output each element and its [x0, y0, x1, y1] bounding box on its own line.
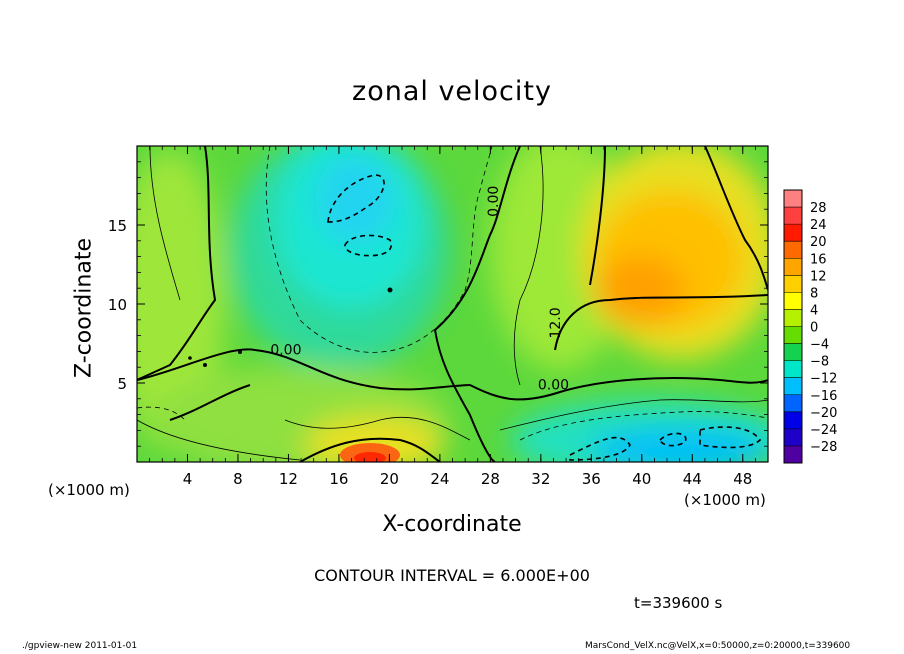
y-tick-label: 5 — [117, 375, 127, 393]
contour-positive — [299, 437, 441, 462]
contour-negative-closed — [344, 234, 392, 257]
chart-title: zonal velocity — [352, 76, 552, 107]
colorbar-segment — [784, 343, 802, 361]
y-axis-unit: (×1000 m) — [48, 481, 130, 499]
contour-interval: CONTOUR INTERVAL = 6.000E+00 — [314, 566, 590, 585]
colorbar-label: 4 — [810, 303, 818, 318]
contour-thin — [149, 146, 181, 301]
colorbar-segment — [784, 292, 802, 310]
colorbar-label: 12 — [810, 269, 827, 284]
colorbar-label: 20 — [810, 235, 827, 250]
x-tick-label: 16 — [329, 470, 348, 488]
contour-small-loops — [188, 287, 393, 367]
contour-thin — [137, 419, 301, 461]
contour-label: 0.00 — [538, 377, 569, 393]
contour-negative-closed — [569, 436, 631, 461]
colorbar-segment — [784, 326, 802, 344]
x-tick-label: 20 — [380, 470, 399, 488]
contour-thin — [513, 146, 544, 386]
colorbar-label: 16 — [810, 252, 827, 267]
colorbar-label: 24 — [810, 218, 827, 233]
contour-negative-closed — [699, 426, 762, 449]
time-label: t=339600 s — [634, 594, 723, 612]
contour-12 — [554, 294, 768, 351]
colorbar-label: −4 — [810, 338, 829, 353]
colorbar-label: −24 — [810, 423, 837, 438]
contour-negative-thin — [137, 406, 186, 421]
contour-zero — [137, 146, 217, 381]
contour-12 — [589, 146, 606, 286]
colorbar-segment — [784, 190, 802, 208]
x-tick-label: 44 — [683, 470, 702, 488]
contour-label: 0.00 — [486, 186, 502, 217]
colorbar-segment — [784, 428, 802, 447]
x-axis-unit: (×1000 m) — [684, 491, 766, 509]
colorbar-label: −12 — [810, 372, 837, 387]
contour-zero — [137, 348, 471, 391]
y-axis-label: Z-coordinate — [71, 238, 97, 378]
colorbar-label: 0 — [810, 321, 818, 336]
colorbar-segment — [784, 275, 802, 293]
field-blob — [137, 150, 225, 450]
colorbar-segment — [784, 258, 802, 276]
contour-zero — [169, 384, 251, 421]
contour-negative-thin — [519, 411, 768, 441]
x-tick-label: 48 — [733, 470, 752, 488]
positive-core-center — [354, 452, 386, 462]
contour-label: 0.00 — [270, 343, 301, 359]
x-tick-label: 24 — [430, 470, 449, 488]
contour-negative — [137, 146, 768, 461]
contour-negative-closed — [327, 174, 385, 223]
contour-label: 12.0 — [548, 307, 564, 338]
x-tick-label: 8 — [233, 470, 243, 488]
contour-labels: 0.00 0.00 0.00 12.0 — [270, 186, 569, 394]
contour-zero — [469, 377, 768, 401]
colorbar-segment — [784, 377, 802, 396]
x-tick-label: 4 — [183, 470, 193, 488]
contour-thin — [284, 416, 471, 441]
contour-thin — [499, 399, 768, 431]
x-tick-label: 36 — [582, 470, 601, 488]
colorbar-label: −16 — [810, 389, 837, 404]
colorbar-segment — [784, 241, 802, 259]
x-axis-label: X-coordinate — [382, 512, 522, 537]
colorbar-label: 28 — [810, 201, 827, 216]
footer-left: ./gpview-new 2011-01-01 — [22, 641, 138, 651]
velocity-field: 0.00 0.00 0.00 12.0 — [137, 146, 768, 462]
colorbar-segment — [784, 445, 802, 464]
contour-zero — [433, 146, 521, 462]
contour-12 — [704, 146, 768, 291]
x-tick-label: 12 — [279, 470, 298, 488]
colorbar-segment — [784, 224, 802, 242]
x-tick-label: 28 — [481, 470, 500, 488]
footer-right: MarsCond_VelX.nc@VelX,x=0:50000,z=0:2000… — [585, 641, 851, 651]
field-blob — [595, 255, 685, 325]
colorbar-segment — [784, 411, 802, 430]
colorbar-label: −8 — [810, 355, 829, 370]
colorbar-segment — [784, 394, 802, 413]
colorbar-label: −28 — [810, 440, 837, 455]
colorbar-segment — [784, 360, 802, 378]
colorbar-segment — [784, 207, 802, 225]
contour-lines — [137, 146, 768, 462]
field-blob — [590, 428, 768, 462]
x-tick-label: 32 — [531, 470, 550, 488]
colorbar-label: 8 — [810, 286, 818, 301]
x-tick-label: 40 — [632, 470, 651, 488]
contour-negative-thin — [265, 146, 493, 353]
field-blob — [315, 155, 395, 245]
y-tick-label: 10 — [108, 296, 127, 314]
colorbar-segment — [784, 309, 802, 327]
colorbar-label: −20 — [810, 406, 837, 421]
contour-negative-closed — [659, 432, 687, 447]
y-tick-label: 15 — [108, 217, 127, 235]
colorbar: 28 24 20 16 12 8 4 0 −4 −8 −12 −16 −20 −24 −28 — [783, 189, 837, 464]
